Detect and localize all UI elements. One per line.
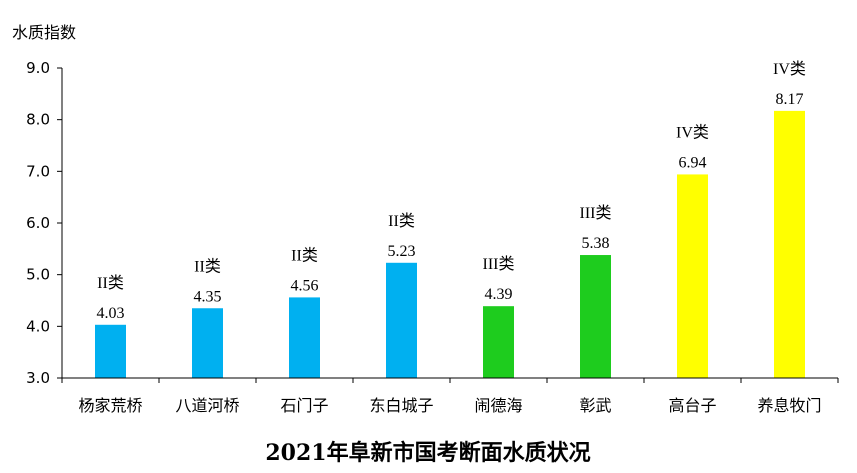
- water-class-label: IV类: [676, 123, 709, 141]
- category-label: 石门子: [280, 396, 328, 415]
- water-class-label: III类: [580, 204, 612, 222]
- y-tick-label: 5.0: [26, 266, 50, 284]
- bars-group: 4.03 II类 4.35 II类 4.56 II类 5.23 II类 4.39 III类 5.38…: [95, 60, 806, 378]
- category-label: 高台子: [668, 396, 716, 415]
- water-class-label: II类: [97, 274, 124, 292]
- category-label: 八道河桥: [175, 396, 239, 415]
- water-class-label: III类: [483, 255, 515, 273]
- value-label: 5.38: [582, 235, 610, 252]
- y-tick-label: 6.0: [26, 214, 50, 232]
- y-tick-label: 3.0: [26, 369, 50, 387]
- value-label: 4.03: [97, 305, 125, 322]
- water-class-label: II类: [388, 212, 415, 230]
- bar: [580, 255, 611, 378]
- value-label: 4.39: [485, 286, 513, 303]
- value-label: 4.35: [194, 288, 222, 305]
- bar: [386, 262, 417, 378]
- value-label: 5.23: [388, 243, 416, 260]
- chart-title: 2021年阜新市国考断面水质状况: [265, 440, 590, 466]
- water-class-label: IV类: [773, 60, 806, 78]
- y-tick-label: 7.0: [26, 162, 50, 180]
- y-tick-label: 8.0: [26, 111, 50, 129]
- y-axis-label: 水质指数: [12, 23, 76, 42]
- water-class-label: II类: [194, 257, 221, 275]
- y-tick-label: 9.0: [26, 59, 50, 77]
- bar: [483, 306, 514, 378]
- category-label: 闹德海: [474, 396, 522, 415]
- bar: [192, 308, 223, 378]
- y-axis: 3.0 4.0 5.0 6.0 7.0 8.0 9.0: [26, 59, 63, 387]
- category-label: 彰武: [579, 396, 611, 415]
- value-label: 4.56: [291, 277, 319, 294]
- y-tick-label: 4.0: [26, 317, 50, 335]
- category-label: 养息牧门: [757, 396, 821, 415]
- value-label: 8.17: [776, 91, 804, 108]
- water-class-label: II类: [291, 246, 318, 264]
- bar: [95, 324, 126, 378]
- value-label: 6.94: [679, 154, 707, 171]
- bar: [289, 297, 320, 378]
- bar: [677, 174, 708, 378]
- category-label: 杨家荒桥: [78, 396, 142, 415]
- category-label: 东白城子: [369, 396, 433, 415]
- x-axis: 杨家荒桥 八道河桥 石门子 东白城子 闹德海 彰武 高台子 养息牧门: [61, 377, 839, 415]
- bar: [774, 110, 805, 378]
